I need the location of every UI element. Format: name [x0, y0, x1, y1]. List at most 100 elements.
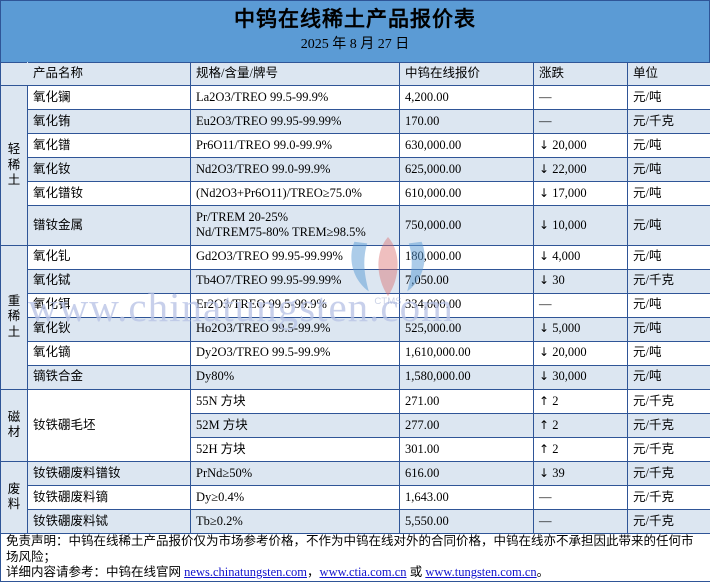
unit-cell: 元/吨	[627, 244, 710, 270]
unit-cell: 元/吨	[627, 292, 710, 318]
link-ctia[interactable]: www.ctia.com.cn	[319, 565, 407, 580]
price-cell: 7,050.00	[399, 268, 534, 294]
unit-cell: 元/吨	[627, 340, 710, 366]
change-cell: —	[533, 292, 628, 318]
product-name-cell: 氧化铽	[27, 268, 191, 294]
change-cell: —	[533, 508, 628, 534]
category-cell-2: 磁 材	[0, 388, 28, 462]
unit-cell: 元/千克	[627, 508, 710, 534]
price-cell: 1,643.00	[399, 484, 534, 510]
price-cell: 5,550.00	[399, 508, 534, 534]
product-name-cell: 镝铁合金	[27, 364, 191, 390]
category-cell-3: 废 料	[0, 460, 28, 534]
trend-arrow-icon: ↓	[539, 137, 550, 152]
product-name-cell: 氧化镨	[27, 133, 191, 159]
table-footer: 免责声明：中钨在线稀土产品报价仅为市场参考价格，不作为中钨在线对外的合同价格，中…	[0, 532, 710, 582]
unit-cell: 元/吨	[627, 316, 710, 342]
column-header-category	[0, 62, 28, 86]
price-cell: 616.00	[399, 460, 534, 486]
unit-cell: 元/千克	[627, 268, 710, 294]
unit-cell: 元/吨	[627, 364, 710, 390]
disclaimer-sep-2: 或	[406, 565, 426, 580]
table-header: 产品名称 规格/含量/牌号 中钨在线报价 涨跌 单位	[0, 62, 710, 86]
table-row: 52H 方块 301.00 ↑ 2 元/千克	[1, 436, 710, 462]
product-name-cell: 氧化钬	[27, 316, 191, 342]
unit-cell: 元/吨	[627, 133, 710, 159]
price-cell: 525,000.00	[399, 316, 534, 342]
product-name-cell: 氧化铕	[27, 109, 191, 135]
table-row: 氧化钕 Nd2O3/TREO 99.0-99.9% 625,000.00 ↓ 22,0…	[1, 157, 710, 183]
change-cell: ↑ 2	[533, 388, 628, 414]
product-name-cell: 氧化钆	[27, 244, 191, 270]
unit-cell: 元/吨	[627, 157, 710, 183]
change-cell: ↑ 2	[533, 412, 628, 438]
price-cell: 334,000.00	[399, 292, 534, 318]
table-row: 镨钕金属 Pr/TREM 20-25% Nd/TREM75-80% TREM≥98.…	[1, 205, 710, 246]
trend-arrow-icon: ↓	[539, 217, 550, 232]
trend-arrow-icon: ↓	[539, 185, 550, 200]
unit-cell: 元/千克	[627, 484, 710, 510]
table-row: 52M 方块 277.00 ↑ 2 元/千克	[1, 412, 710, 438]
trend-arrow-icon: ↑	[539, 393, 550, 408]
table-row: 磁 材钕铁硼毛坯 55N 方块 271.00 ↑ 2 元/千克	[0, 388, 710, 462]
table-row: 钕铁硼废料镝 Dy≥0.4% 1,643.00— 元/千克	[1, 484, 710, 510]
spec-cell: Gd2O3/TREO 99.95-99.99%	[190, 244, 400, 270]
trend-arrow-icon: ↑	[539, 441, 550, 456]
spec-cell: Nd2O3/TREO 99.0-99.9%	[190, 157, 400, 183]
trend-arrow-icon: ↓	[539, 161, 550, 176]
change-cell: —	[533, 109, 628, 135]
link-news-chinatungsten[interactable]: news.chinatungsten.com	[184, 565, 308, 580]
disclaimer-row: 免责声明：中钨在线稀土产品报价仅为市场参考价格，不作为中钨在线对外的合同价格，中…	[0, 532, 710, 582]
change-cell: ↓ 30	[533, 268, 628, 294]
unit-cell: 元/千克	[627, 436, 710, 462]
table-row: 重 稀 土氧化钆 Gd2O3/TREO 99.95-99.99% 180,000.0…	[0, 244, 710, 390]
table-row: 氧化镨钕 (Nd2O3+Pr6O11)/TREO≥75.0% 610,000.00 ↓…	[1, 181, 710, 207]
spec-cell: Ho2O3/TREO 99.5-99.9%	[190, 316, 400, 342]
category-cell-0: 轻 稀 土	[0, 85, 28, 246]
product-name-cell: 氧化钕	[27, 157, 191, 183]
product-name-cell: 镨钕金属	[27, 205, 191, 246]
spec-cell: Dy80%	[190, 364, 400, 390]
quote-date: 2025 年 8 月 27 日	[300, 37, 410, 52]
disclaimer-line-1: 免责声明：中钨在线稀土产品报价仅为市场参考价格，不作为中钨在线对外的合同价格，中…	[6, 533, 694, 564]
unit-cell: 元/千克	[627, 109, 710, 135]
spec-cell: 52M 方块	[190, 412, 400, 438]
price-cell: 170.00	[399, 109, 534, 135]
table-row: 钕铁硼废料铽 Tb≥0.2% 5,550.00— 元/千克	[1, 508, 710, 534]
spec-cell: Pr6O11/TREO 99.0-99.9%	[190, 133, 400, 159]
product-name-cell: 氧化镨钕	[27, 181, 191, 207]
unit-cell: 元/千克	[627, 388, 710, 414]
product-name-cell: 钕铁硼废料铽	[27, 508, 191, 534]
spec-cell: (Nd2O3+Pr6O11)/TREO≥75.0%	[190, 181, 400, 207]
price-cell: 1,580,000.00	[399, 364, 534, 390]
spec-cell: 52H 方块	[190, 436, 400, 462]
price-cell: 180,000.00	[399, 244, 534, 270]
spec-cell: Pr/TREM 20-25% Nd/TREM75-80% TREM≥98.5%	[190, 205, 400, 246]
change-cell: ↓ 22,000	[533, 157, 628, 183]
price-cell: 1,610,000.00	[399, 340, 534, 366]
spec-cell: Tb4O7/TREO 99.95-99.99%	[190, 268, 400, 294]
rare-earth-price-table: 产品名称 规格/含量/牌号 中钨在线报价 涨跌 单位 轻 稀 土氧化镧 La2O3…	[0, 62, 710, 582]
table-row: 氧化铕 Eu2O3/TREO 99.95-99.99% 170.00— 元/千克	[1, 109, 710, 135]
price-cell: 277.00	[399, 412, 534, 438]
spec-cell: La2O3/TREO 99.5-99.9%	[190, 84, 400, 111]
trend-arrow-icon: ↓	[539, 345, 550, 360]
table-row: 氧化镝 Dy2O3/TREO 99.5-99.9% 1,610,000.00 ↓ 20…	[1, 340, 710, 366]
price-cell: 4,200.00	[399, 84, 534, 111]
price-cell: 610,000.00	[399, 181, 534, 207]
column-header-price: 中钨在线报价	[399, 62, 534, 86]
banner: 中钨在线稀土产品报价表 2025 年 8 月 27 日	[0, 0, 710, 62]
table-row: 轻 稀 土氧化镧 La2O3/TREO 99.5-99.9% 4,200.00— 元/…	[0, 84, 710, 246]
disclaimer-prefix: 详细内容请参考：中钨在线官网	[6, 565, 185, 580]
spec-cell: Dy≥0.4%	[190, 484, 400, 510]
link-tungsten[interactable]: www.tungsten.com.cn	[425, 565, 537, 580]
spec-cell: 55N 方块	[190, 388, 400, 414]
trend-arrow-icon: ↓	[539, 465, 550, 480]
price-cell: 625,000.00	[399, 157, 534, 183]
change-cell: —	[533, 84, 628, 111]
product-name-cell: 钕铁硼废料镝	[27, 484, 191, 510]
trend-arrow-icon: ↓	[539, 273, 550, 288]
trend-arrow-icon: ↓	[539, 249, 550, 264]
price-cell: 271.00	[399, 388, 534, 414]
category-cell-1: 重 稀 土	[0, 244, 28, 390]
